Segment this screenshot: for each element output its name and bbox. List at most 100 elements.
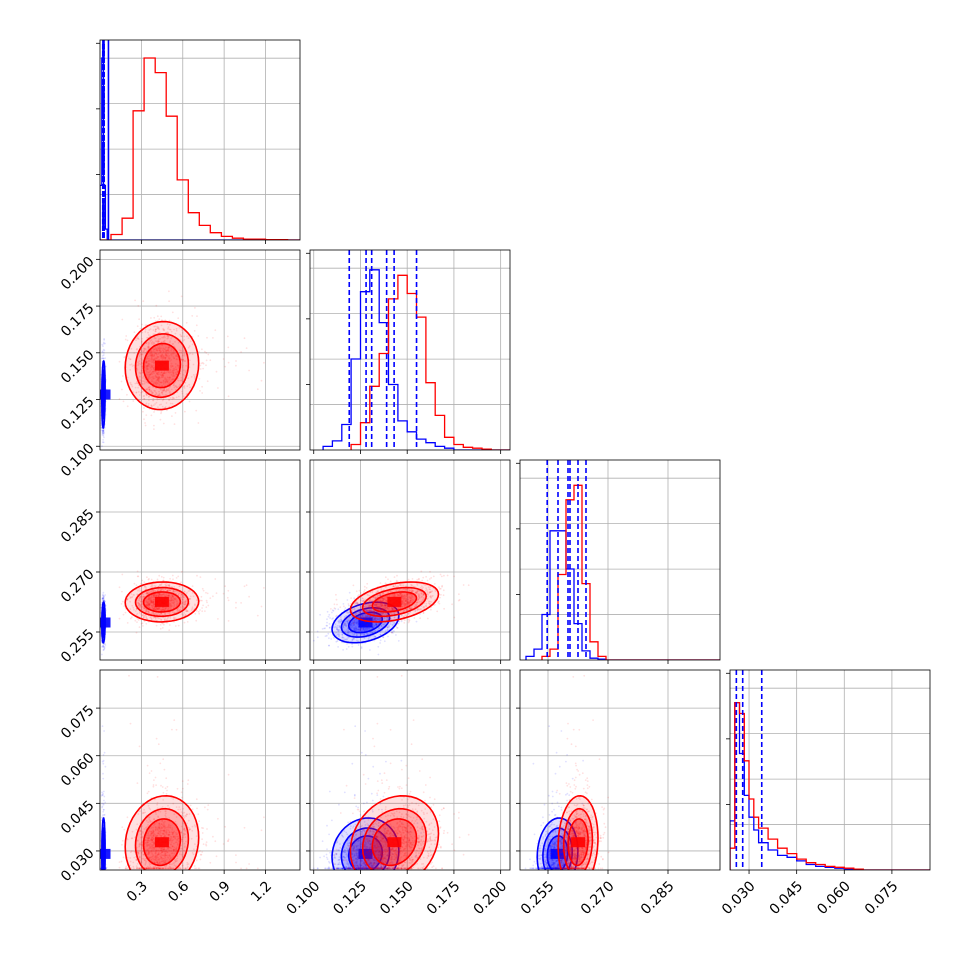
scatter-point (176, 364, 179, 366)
scatter-point (166, 337, 169, 340)
scatter-point (145, 370, 148, 373)
scatter-point (159, 351, 162, 354)
scatter-point (165, 378, 168, 381)
scatter-point (101, 432, 104, 435)
scatter-point (154, 357, 156, 360)
scatter-point (161, 594, 164, 596)
scatter-point (150, 353, 153, 356)
scatter-point (102, 594, 104, 597)
scatter-point (157, 613, 159, 615)
scatter-point (136, 335, 139, 338)
scatter-point (166, 331, 169, 334)
scatter-point (167, 607, 170, 610)
scatter-point (192, 363, 195, 366)
scatter-point (141, 371, 144, 374)
scatter-point (243, 585, 246, 588)
scatter-point (126, 376, 129, 379)
scatter-point (158, 344, 161, 347)
scatter-point (158, 378, 161, 381)
scatter-point (162, 390, 165, 392)
scatter-point (137, 364, 140, 367)
scatter-point (145, 622, 148, 625)
scatter-point (174, 385, 177, 388)
scatter-point (207, 353, 210, 356)
scatter-point (177, 379, 180, 382)
scatter-point (158, 331, 161, 334)
scatter-point (145, 364, 148, 367)
scatter-point (103, 647, 106, 650)
scatter-point (171, 365, 174, 367)
scatter-point (141, 383, 144, 386)
scatter-point (139, 375, 141, 378)
scatter-point (147, 597, 150, 600)
scatter-point (104, 643, 106, 645)
scatter-point (168, 398, 170, 401)
scatter-point (153, 351, 156, 353)
scatter-point (171, 348, 173, 351)
scatter-point (161, 373, 164, 376)
scatter-point (156, 349, 159, 351)
scatter-point (152, 404, 155, 407)
scatter-point (140, 357, 143, 360)
scatter-point (140, 362, 143, 364)
scatter-point (212, 595, 214, 598)
scatter-point (153, 424, 155, 427)
scatter-point (207, 604, 210, 607)
scatter-point (171, 601, 174, 604)
scatter-point (158, 358, 161, 361)
scatter-point (158, 593, 161, 596)
scatter-point (146, 605, 149, 608)
scatter-point (173, 352, 176, 354)
scatter-point (162, 609, 165, 612)
scatter-point (395, 634, 397, 636)
scatter-point (155, 595, 158, 598)
scatter-point (163, 609, 166, 612)
contour-line (134, 333, 190, 399)
scatter-point (173, 611, 176, 614)
scatter-point (177, 367, 180, 369)
scatter-point (103, 436, 105, 439)
scatter-point (156, 376, 159, 378)
scatter-point (129, 358, 132, 360)
scatter-point (165, 350, 168, 353)
scatter-point (183, 354, 186, 357)
scatter-point (121, 318, 124, 321)
scatter-point (143, 398, 146, 400)
scatter-point (172, 371, 174, 373)
scatter-point (133, 331, 136, 334)
scatter-point (162, 576, 165, 579)
grid-lines (100, 460, 300, 660)
scatter-point (135, 348, 138, 351)
scatter-point (102, 342, 105, 345)
scatter-point (166, 381, 169, 384)
scatter-point (145, 615, 148, 618)
scatter-point (155, 607, 158, 610)
scatter-point (177, 341, 180, 344)
scatter-point (201, 587, 204, 590)
scatter-point (121, 573, 124, 576)
scatter-point (154, 390, 157, 392)
scatter-point (169, 606, 172, 609)
scatter-point (163, 372, 165, 374)
scatter-point (146, 366, 149, 368)
scatter-point (147, 601, 149, 604)
scatter-point (151, 365, 154, 368)
scatter-point (351, 645, 354, 648)
scatter-point (167, 335, 170, 337)
scatter-point (102, 354, 105, 356)
scatter-point (154, 403, 157, 405)
scatter-point (243, 337, 246, 340)
scatter-point (174, 366, 177, 369)
scatter-point (138, 355, 141, 357)
scatter-point (168, 382, 171, 385)
scatter-point (148, 375, 151, 378)
scatter-point (101, 350, 104, 353)
scatter-point (103, 339, 105, 341)
scatter-point (169, 340, 172, 342)
scatter-point (165, 349, 168, 352)
scatter-point (129, 364, 132, 366)
scatter-point (158, 371, 161, 373)
scatter-point (163, 339, 166, 342)
scatter-point (248, 595, 251, 598)
scatter-point (141, 369, 143, 372)
